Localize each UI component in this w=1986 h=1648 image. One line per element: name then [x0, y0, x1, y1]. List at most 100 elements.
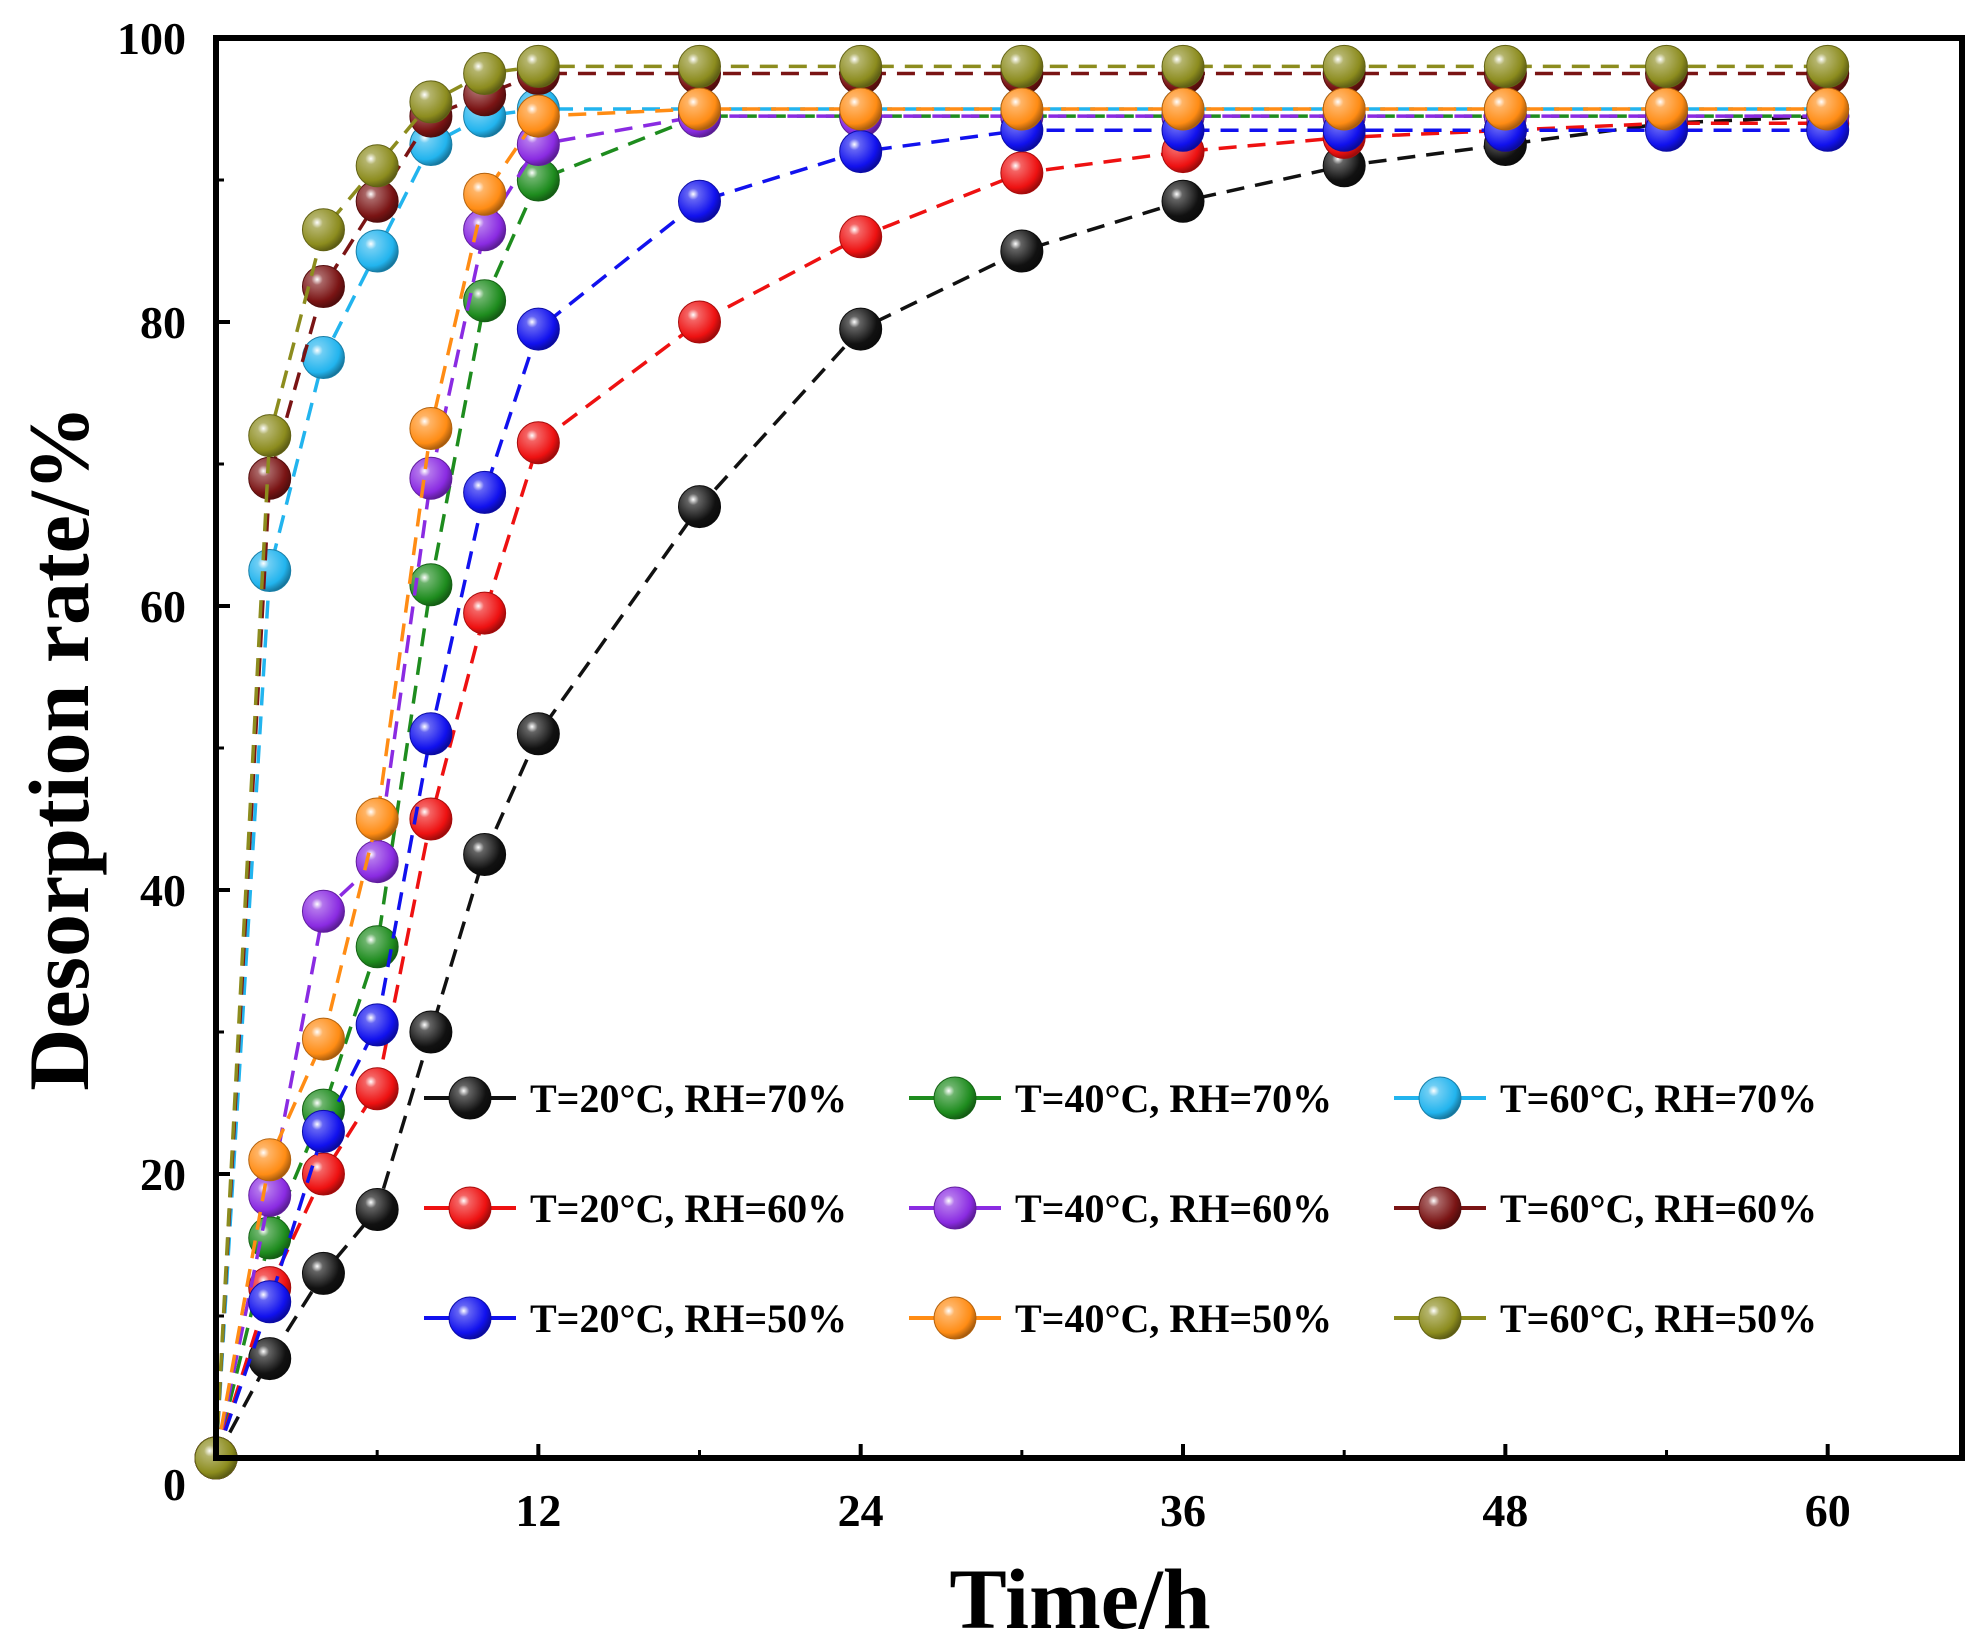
series-layer [194, 44, 1850, 1480]
data-point [355, 1188, 399, 1231]
legend-marker [933, 1186, 977, 1230]
series-3 [194, 101, 1850, 1480]
data-point [248, 549, 292, 592]
data-point [1483, 87, 1527, 131]
data-point [1000, 44, 1044, 88]
legend-marker [1418, 1076, 1462, 1120]
data-point [516, 94, 560, 138]
data-point [678, 44, 722, 88]
series-line [214, 128, 1828, 1459]
data-point [409, 80, 453, 124]
legend-marker [448, 1296, 492, 1340]
data-point [301, 1152, 345, 1196]
series-line [214, 107, 1828, 1459]
y-tick-label: 0 [163, 1459, 186, 1510]
data-point [678, 87, 722, 131]
data-point [1161, 44, 1205, 88]
data-point [1645, 87, 1689, 131]
data-point [355, 1067, 399, 1111]
legend-label: T=40°C, RH=70% [1015, 1076, 1332, 1121]
legend-item: T=60°C, RH=50% [1394, 1296, 1817, 1341]
data-point [839, 215, 883, 259]
data-point [678, 485, 722, 529]
series-2 [194, 87, 1850, 1480]
series-line [214, 64, 1828, 1459]
data-point [409, 456, 453, 500]
legend-label: T=40°C, RH=60% [1015, 1186, 1332, 1231]
legend-label: T=20°C, RH=50% [530, 1296, 847, 1341]
legend-label: T=60°C, RH=50% [1500, 1296, 1817, 1341]
data-point [409, 407, 453, 450]
data-point [839, 130, 883, 174]
data-point [409, 563, 453, 607]
tick-layer: 12 24 36 48 60 0 20 40 60 80 100 [117, 13, 1851, 1536]
data-point [516, 44, 560, 88]
legend-label: T=20°C, RH=60% [530, 1186, 847, 1231]
data-point [301, 889, 345, 933]
series-7 [194, 87, 1850, 1480]
legend-marker [1418, 1186, 1462, 1230]
data-point [839, 307, 883, 351]
legend-item: T=60°C, RH=70% [1394, 1076, 1817, 1121]
data-point [1000, 151, 1044, 195]
data-point [1161, 179, 1205, 223]
data-point [301, 1017, 345, 1061]
data-point [409, 1010, 453, 1054]
y-tick-label: 20 [140, 1149, 186, 1200]
series-8 [194, 44, 1850, 1480]
series-4 [194, 94, 1850, 1480]
data-point [839, 44, 883, 88]
data-point [409, 797, 453, 841]
plot-frame [213, 35, 1965, 1461]
legend-marker [933, 1296, 977, 1340]
data-point [355, 229, 399, 273]
legend-item: T=20°C, RH=70% [424, 1076, 847, 1121]
legend-label: T=20°C, RH=70% [530, 1076, 847, 1121]
series-line [214, 121, 1828, 1459]
data-point [1322, 44, 1366, 88]
y-tick-label: 100 [117, 13, 186, 64]
series-line [214, 114, 1828, 1459]
data-point [301, 336, 345, 379]
data-point [463, 591, 507, 635]
x-tick-label: 24 [838, 1485, 884, 1536]
data-point [516, 307, 560, 351]
data-point [355, 797, 399, 841]
data-point [463, 52, 507, 95]
legend-label: T=60°C, RH=60% [1500, 1186, 1817, 1231]
legend-item: T=60°C, RH=60% [1394, 1186, 1817, 1231]
series-0 [194, 94, 1850, 1480]
y-axis-title: Desorption rate/% [11, 405, 107, 1090]
data-point [355, 840, 399, 884]
y-tick-label: 60 [140, 581, 186, 632]
y-tick-label: 40 [140, 865, 186, 916]
data-point [301, 1109, 345, 1153]
x-tick-label: 60 [1805, 1485, 1851, 1536]
series-line [214, 107, 1828, 1459]
data-point [1645, 44, 1689, 88]
legend-label: T=60°C, RH=70% [1500, 1076, 1817, 1121]
series-1 [194, 94, 1850, 1480]
legend-label: T=40°C, RH=50% [1015, 1296, 1332, 1341]
data-point [516, 421, 560, 465]
data-point [516, 712, 560, 756]
data-point [248, 1280, 292, 1324]
data-point [301, 208, 345, 252]
data-point [463, 279, 507, 323]
legend-item: T=20°C, RH=60% [424, 1186, 847, 1231]
data-point [355, 144, 399, 188]
data-point [1161, 87, 1205, 131]
legend-marker [933, 1076, 977, 1120]
data-point [463, 470, 507, 514]
data-point [1806, 87, 1850, 131]
data-point [678, 179, 722, 223]
x-tick-label: 48 [1482, 1485, 1528, 1536]
data-point [355, 925, 399, 969]
data-point [463, 172, 507, 216]
data-point [1322, 87, 1366, 131]
data-point [409, 712, 453, 756]
legend-item: T=40°C, RH=50% [909, 1296, 1332, 1341]
data-point [301, 1251, 345, 1295]
data-point [248, 1138, 292, 1182]
